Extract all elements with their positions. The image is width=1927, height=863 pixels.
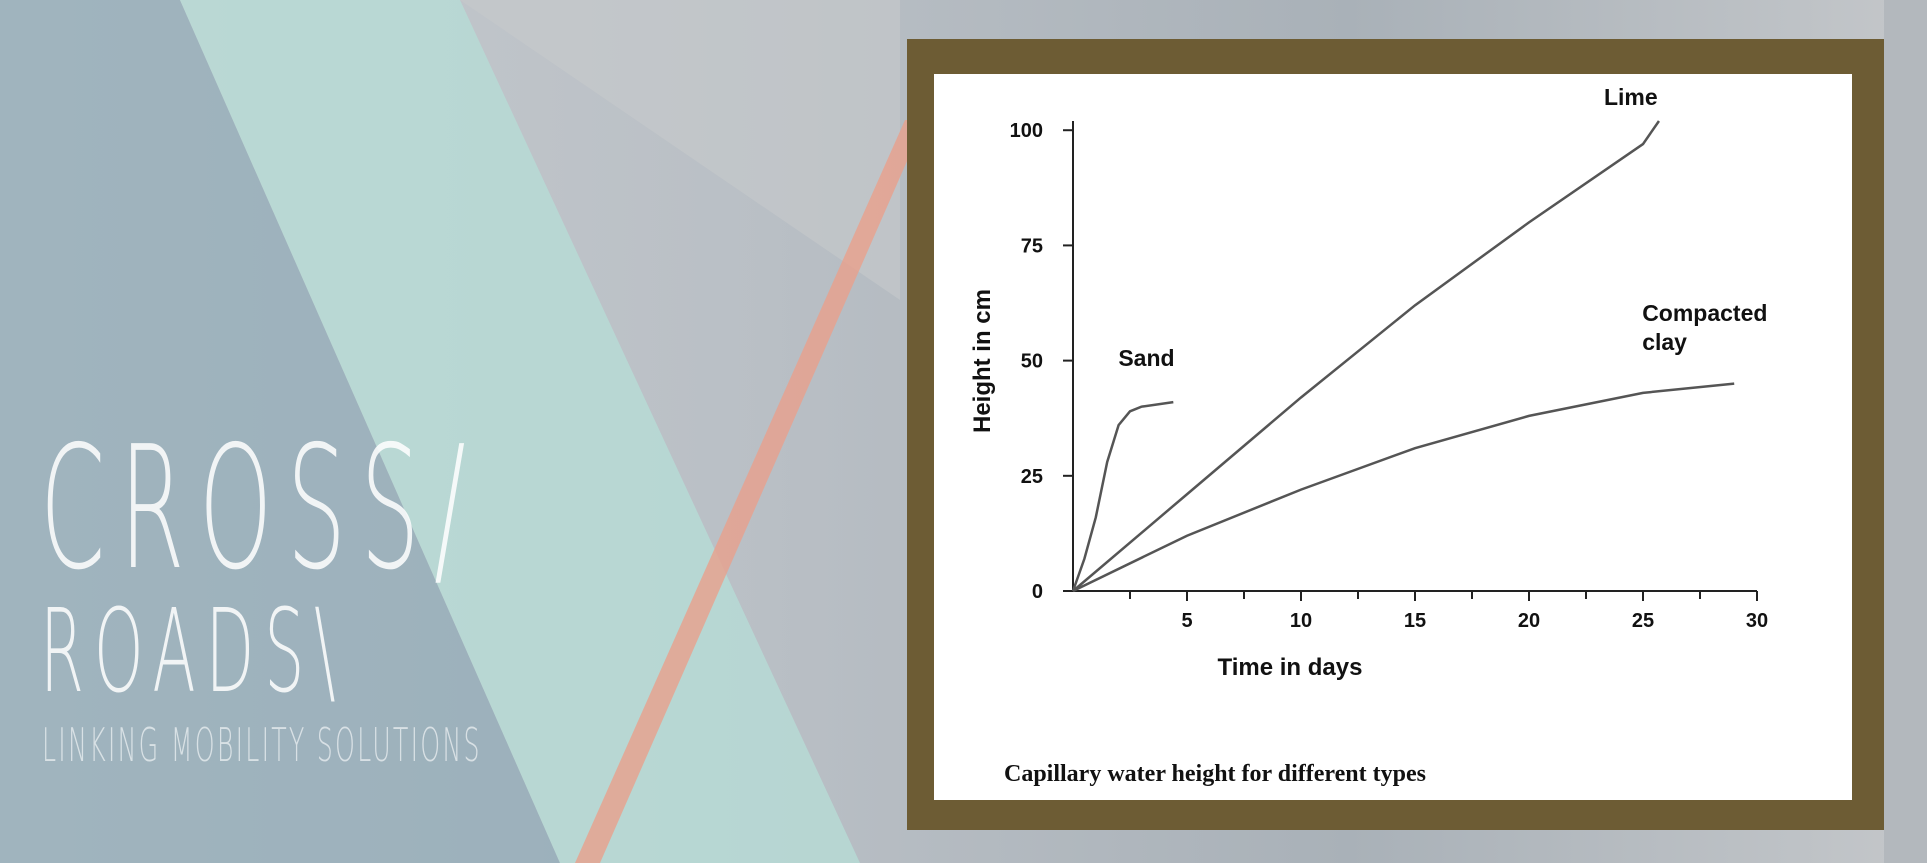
- x-tick-label: 5: [1181, 610, 1192, 632]
- y-axis-label: Height in cm: [969, 289, 996, 433]
- caption: Capillary water height for different typ…: [1004, 761, 1426, 787]
- bg-shape: [460, 0, 900, 300]
- series-label: Lime: [1603, 84, 1658, 110]
- data-line: [1072, 120, 1660, 592]
- x-tick-label: 25: [1632, 610, 1654, 632]
- chart-panel: [934, 74, 1852, 800]
- brand-line: ROADS\: [40, 585, 346, 719]
- x-tick-label: 10: [1290, 610, 1312, 632]
- y-tick-label: 50: [1021, 351, 1043, 373]
- x-tick-label: 30: [1746, 610, 1768, 632]
- data-line: [1071, 400, 1174, 592]
- y-tick-label: 0: [1032, 581, 1043, 603]
- y-tick-label: 25: [1021, 466, 1043, 488]
- y-tick-label: 100: [1010, 120, 1043, 142]
- x-tick-label: 15: [1404, 610, 1426, 632]
- data-line: [1072, 382, 1735, 593]
- bg-shape: [1884, 0, 1927, 863]
- bg-stripe: [575, 120, 925, 863]
- brand-tagline: LINKING MOBILITY SOLUTIONS: [42, 718, 482, 772]
- y-tick-label: 75: [1021, 235, 1043, 257]
- x-tick-label: 20: [1518, 610, 1540, 632]
- series-label: Sand: [1118, 345, 1175, 372]
- brand-line: CROSS/: [40, 410, 480, 608]
- series-label: Compacted clay: [1642, 299, 1768, 355]
- x-axis-label: Time in days: [1218, 654, 1363, 681]
- bg-shape: [0, 0, 560, 863]
